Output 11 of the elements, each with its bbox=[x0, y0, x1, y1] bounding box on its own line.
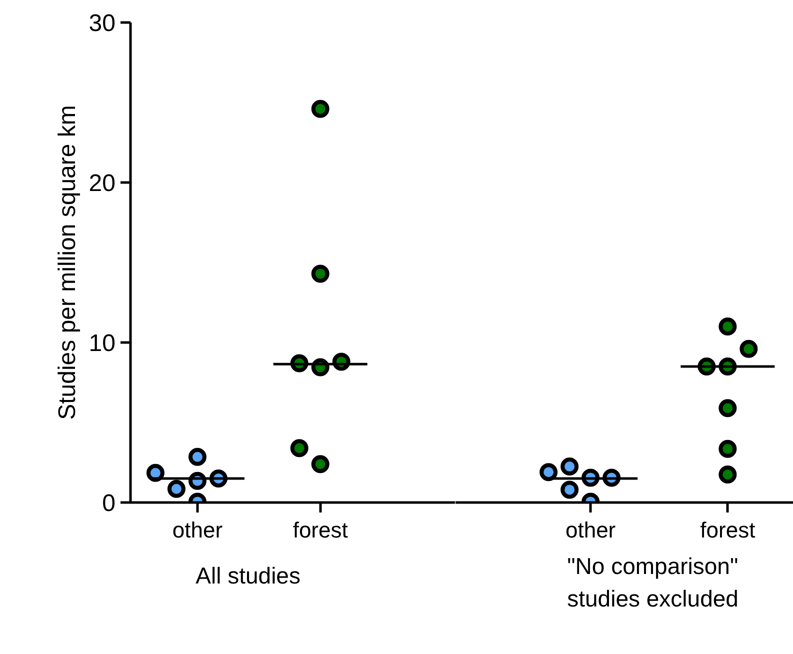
x-tick-label: forest bbox=[292, 518, 348, 542]
y-tick-label: 20 bbox=[88, 170, 116, 197]
y-tick-label: 10 bbox=[88, 330, 116, 357]
y-tick-label: 30 bbox=[88, 10, 116, 37]
x-tick-label: forest bbox=[700, 518, 756, 542]
text: "No comparison" studies excluded bbox=[567, 553, 738, 612]
text: All studies bbox=[196, 562, 300, 588]
y-axis-title: Studies per million square km bbox=[54, 105, 81, 420]
y-tick-label: 0 bbox=[102, 490, 116, 517]
x-tick-label: other bbox=[565, 518, 616, 542]
x-tick-label: other bbox=[172, 518, 223, 542]
